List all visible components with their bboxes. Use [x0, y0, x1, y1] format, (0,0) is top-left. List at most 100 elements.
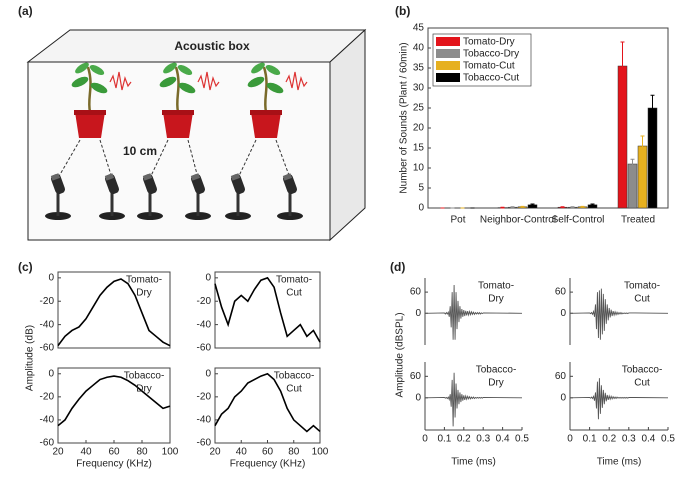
x-tick-label: Self-Control — [552, 215, 605, 226]
y-tick-label: 0 — [560, 392, 566, 403]
y-tick-label: 45 — [413, 23, 425, 34]
error-bar — [500, 206, 505, 209]
y-axis-label: Number of Sounds (Plant / 60min) — [399, 42, 410, 193]
y-tick-label: 35 — [413, 63, 425, 74]
annotation: Tomato- — [478, 281, 514, 292]
line-series — [57, 375, 171, 427]
y-tick-label: -20 — [40, 391, 55, 402]
y-tick-label: 60 — [410, 287, 422, 298]
x-tick-label: 0.5 — [661, 434, 675, 445]
annotation: Dry — [136, 288, 152, 299]
error-bar — [590, 203, 595, 207]
annotation: Tomato- — [624, 281, 660, 292]
legend-label: Tobacco-Dry — [463, 49, 519, 60]
distance-label: 10 cm — [123, 144, 157, 158]
x-axis-label: Frequency (KHz) — [76, 459, 152, 470]
y-tick-label: -60 — [197, 343, 212, 354]
y-axis-label: Amplitude (dBSPL) — [395, 312, 406, 397]
error-bar — [530, 203, 535, 207]
line-series — [569, 378, 669, 420]
error-bar — [620, 41, 625, 91]
x-axis-label: Time (ms) — [597, 457, 642, 468]
x-tick-label: 0.1 — [437, 434, 451, 445]
annotation: Cut — [634, 294, 650, 305]
x-tick-label: 0.4 — [496, 434, 510, 445]
y-tick-label: -60 — [197, 438, 212, 449]
dashed-lines — [57, 139, 291, 179]
bar — [647, 107, 658, 209]
annotation: Dry — [488, 378, 504, 389]
legend-label: Tobacco-Cut — [463, 73, 519, 84]
annotation: Tomato- — [126, 275, 162, 286]
annotation: Tobacco- — [124, 371, 165, 382]
y-tick-label: 60 — [410, 371, 422, 382]
panel-label: (c) — [18, 260, 33, 274]
y-tick-label: 0 — [48, 272, 54, 283]
plot-frame — [57, 271, 171, 349]
bar — [627, 163, 638, 209]
legend-swatch — [436, 61, 460, 70]
x-tick-label: 0.5 — [515, 434, 529, 445]
error-bar — [570, 206, 575, 209]
box-side — [329, 28, 366, 242]
x-tick-label: 100 — [162, 447, 179, 458]
panel-label: (d) — [390, 260, 405, 274]
y-tick-label: -60 — [40, 438, 55, 449]
x-tick-label: 0.4 — [641, 434, 655, 445]
line-series — [214, 276, 321, 343]
acoustic-box-diagram: Acoustic box 10 cm — [26, 28, 367, 242]
x-tick-label: 20 — [209, 447, 221, 458]
x-tick-label: 0 — [422, 434, 428, 445]
y-tick-label: 0 — [415, 392, 421, 403]
y-tick-label: 60 — [555, 287, 567, 298]
legend-swatch — [436, 73, 460, 82]
x-tick-label: 40 — [80, 447, 92, 458]
x-tick-label: Treated — [621, 215, 655, 226]
y-tick-label: -20 — [197, 296, 212, 307]
x-tick-label: 0.1 — [583, 434, 597, 445]
y-tick-label: -20 — [40, 296, 55, 307]
y-tick-label: -20 — [197, 391, 212, 402]
annotation: Dry — [488, 294, 504, 305]
annotation: Cut — [634, 378, 650, 389]
line-series — [57, 278, 171, 347]
annotation: Cut — [286, 288, 302, 299]
x-tick-label: 20 — [52, 447, 64, 458]
x-tick-label: 0.2 — [602, 434, 616, 445]
error-bar — [640, 135, 645, 157]
line-series — [424, 285, 523, 340]
annotation: Tobacco- — [274, 371, 315, 382]
y-tick-label: 0 — [415, 308, 421, 319]
y-axis-label: Amplitude (dB) — [25, 325, 36, 391]
y-tick-label: 0 — [560, 308, 566, 319]
y-tick-label: 30 — [413, 83, 425, 94]
x-tick-label: 100 — [312, 447, 329, 458]
y-tick-label: 0 — [418, 203, 424, 214]
annotation: Tomato- — [276, 275, 312, 286]
x-tick-label: 0.3 — [476, 434, 490, 445]
x-axis-label: Frequency (KHz) — [230, 459, 306, 470]
y-tick-label: 10 — [413, 163, 425, 174]
plot-frame — [214, 271, 321, 349]
y-tick-label: -60 — [40, 343, 55, 354]
line-series — [424, 372, 523, 427]
y-tick-label: -40 — [40, 415, 55, 426]
x-tick-label: 60 — [262, 447, 274, 458]
y-tick-label: 60 — [555, 371, 567, 382]
y-tick-label: 0 — [205, 368, 211, 379]
error-bar — [580, 205, 585, 208]
legend-swatch — [436, 49, 460, 58]
x-tick-label: 80 — [136, 447, 148, 458]
x-axis-label: Time (ms) — [451, 457, 496, 468]
error-bar — [520, 205, 525, 208]
y-tick-label: -40 — [40, 319, 55, 330]
annotation: Tobacco- — [476, 365, 517, 376]
plot-frame — [427, 27, 669, 209]
y-tick-label: 0 — [48, 368, 54, 379]
annotation: Tobacco- — [622, 365, 663, 376]
annotation: Dry — [136, 384, 152, 395]
x-tick-label: 40 — [236, 447, 248, 458]
x-tick-label: Neighbor-Control — [480, 215, 556, 226]
line-series — [214, 372, 321, 433]
x-tick-label: 60 — [108, 447, 120, 458]
